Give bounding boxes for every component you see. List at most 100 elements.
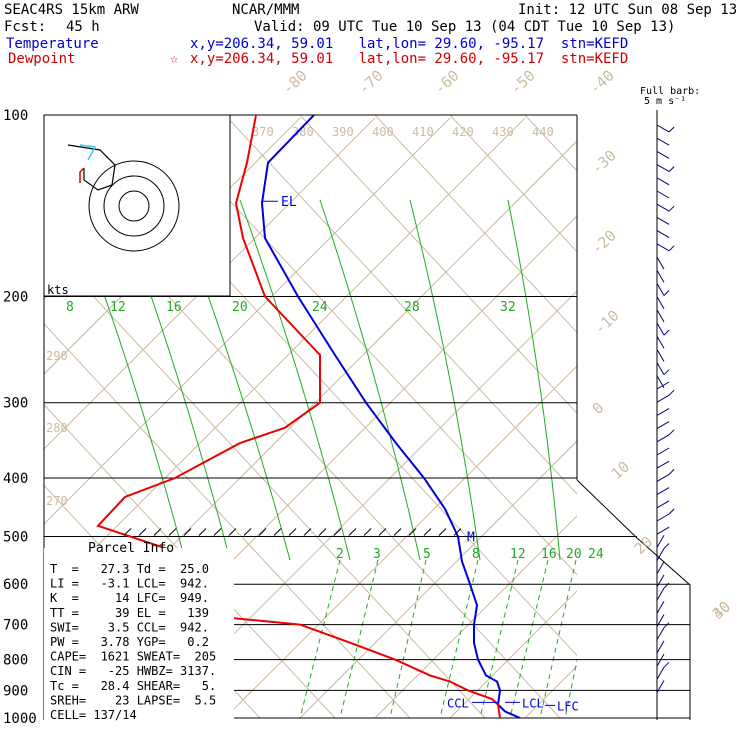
wind-barb — [656, 680, 665, 693]
wind-barb — [656, 230, 670, 239]
temperature-label: -70 — [355, 66, 387, 98]
pressure-label-900: 900 — [3, 683, 28, 699]
hatch-mark — [333, 528, 342, 536]
wind-barb — [656, 381, 670, 390]
wind-barb — [656, 322, 665, 336]
pressure-label-300: 300 — [3, 396, 28, 412]
hatch-mark — [153, 528, 162, 536]
temperature-label: -40 — [586, 66, 618, 98]
hatch-mark — [138, 528, 147, 536]
parcel-row: SREH= 23 LAPSE= 5.5 — [50, 693, 216, 707]
wind-barb — [656, 653, 665, 667]
mixing-ratio-label: 8 — [472, 547, 480, 562]
hatch-mark — [213, 528, 222, 536]
isotherm-line — [299, 440, 577, 719]
el-label: EL — [281, 195, 297, 210]
temperature-label: -60 — [431, 66, 463, 98]
pressure-label-600: 600 — [3, 577, 28, 593]
dewpoint-station-info: x,y=206.34, 59.01 lat,lon= 29.60, -95.17… — [190, 51, 629, 67]
mixing-ratio-label: 5 — [423, 547, 431, 562]
temperature-label: -80 — [279, 66, 311, 98]
hatch-mark — [168, 528, 177, 536]
theta-label: 380 — [292, 125, 314, 139]
hatch-mark — [423, 528, 432, 536]
dewpoint-star-icon: ☆ — [170, 51, 179, 67]
dewpoint-profile — [96, 114, 501, 719]
wind-barb — [656, 407, 670, 416]
dry-adiabat-line — [44, 242, 486, 719]
wind-barb — [656, 394, 670, 403]
mixing-ratio-line — [319, 199, 421, 561]
wind-barb — [656, 335, 665, 349]
parcel-row: K = 14 LFC= 949. — [50, 591, 209, 605]
dry-adiabat-line — [149, 115, 577, 576]
lcl-label: LCL — [522, 696, 544, 710]
wind-barb-flag — [668, 508, 675, 515]
wind-barb — [656, 535, 665, 548]
hatch-mark — [123, 528, 132, 536]
temperature-label: -10 — [591, 306, 623, 338]
wind-barb-flag — [663, 369, 670, 376]
hodograph-units-label: kts — [47, 283, 69, 297]
parcel-row: CAPE= 1621 SWEAT= 205 — [50, 650, 216, 664]
temperature-label: 10 — [608, 458, 633, 483]
theta-label: 440 — [532, 125, 554, 139]
theta-label: 370 — [252, 125, 274, 139]
parcel-row: PW = 3.78 YGP= 0.2 — [50, 635, 209, 649]
pressure-label-1000: 1000 — [3, 711, 37, 727]
isotherm-line — [600, 118, 740, 718]
wind-barb — [656, 137, 670, 146]
mixing-ratio-label: 24 — [312, 300, 328, 315]
wind-barb — [656, 561, 665, 575]
wind-barb — [656, 203, 670, 212]
wind-barb-flag — [663, 329, 670, 336]
wind-barb-flag — [663, 622, 670, 629]
wind-barb — [656, 190, 670, 199]
dry-adiabat-line — [224, 115, 577, 495]
ccl-label: CCL — [447, 696, 469, 710]
hatch-mark — [183, 528, 192, 536]
hodograph-high-trace — [79, 144, 97, 161]
model-title: SEAC4RS 15km ARW — [4, 2, 139, 18]
theta-label: 390 — [332, 125, 354, 139]
right-axis-lower — [576, 479, 691, 720]
parcel-title: Parcel Info — [88, 541, 174, 556]
hatch-mark — [378, 528, 387, 536]
wind-barb — [656, 447, 670, 456]
mixing-ratio-label: 28 — [404, 300, 420, 315]
wind-barb — [656, 487, 670, 496]
level-annotations: EL M CCL LCL LFC — [123, 195, 579, 713]
mixing-ratio-label: 3 — [373, 547, 381, 562]
wind-barb-flag — [663, 543, 670, 549]
hatch-mark — [408, 528, 417, 536]
init-time: Init: 12 UTC Sun 08 Sep 13 — [518, 2, 738, 18]
isotherm-line — [44, 117, 526, 600]
hatch-mark — [258, 528, 267, 536]
isotherm-line — [524, 665, 577, 719]
hodograph-box — [43, 114, 231, 297]
dry-adiabat-line — [374, 115, 577, 334]
hatch-mark — [303, 528, 312, 536]
hodograph: kts — [43, 114, 231, 297]
wind-barb — [656, 434, 670, 443]
wind-barb — [656, 587, 665, 601]
wind-barb-flag — [663, 582, 670, 589]
parcel-box — [44, 548, 234, 720]
pressure-label-400: 400 — [3, 471, 28, 487]
wind-barb — [656, 460, 670, 469]
mixing-ratio-label: 20 — [232, 300, 248, 315]
mixing-ratio-label: 20 — [566, 547, 582, 562]
wind-barb — [656, 667, 665, 680]
mixing-ratio-label: 12 — [510, 547, 526, 562]
wind-barb — [656, 216, 670, 225]
temperature-label: -20 — [588, 226, 620, 258]
parcel-row: CELL= 137/14 — [50, 708, 137, 722]
temperature-label: 0 — [589, 399, 608, 418]
mixing-ratio-dashed-line — [479, 559, 519, 719]
hodograph-ring — [118, 190, 150, 222]
wind-barb — [656, 362, 665, 375]
wind-barb — [656, 526, 670, 535]
barb-legend-units: 5 m s⁻¹ — [644, 96, 686, 107]
wind-barb-flag — [668, 166, 675, 172]
